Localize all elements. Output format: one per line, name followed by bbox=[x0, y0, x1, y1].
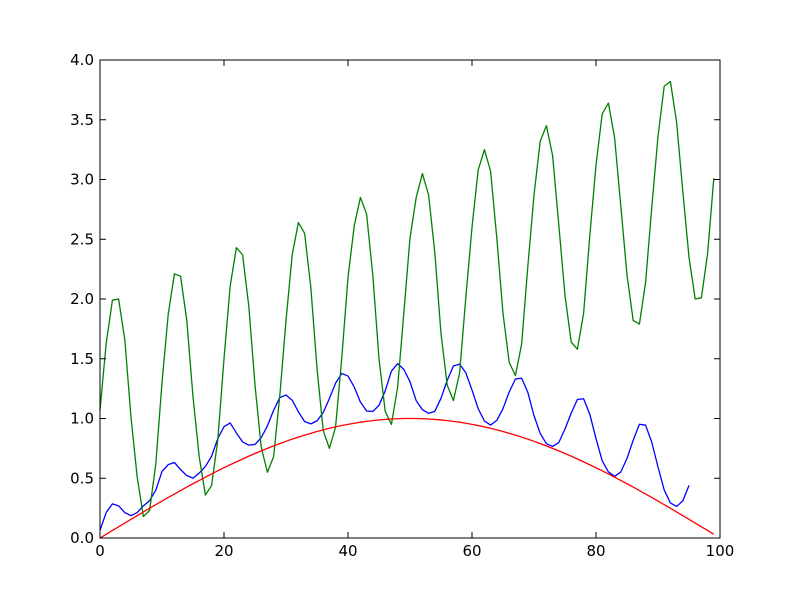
y-tick-label: 2.5 bbox=[70, 230, 94, 248]
y-tick-label: 0.0 bbox=[70, 529, 94, 547]
tick-layer: 0 20 40 60 80 100 0.0 0.5 1.0 1.5 2.0 2.5 3.0 3.5 4.0 bbox=[70, 51, 734, 560]
plot-frame bbox=[99, 59, 721, 539]
y-tick-label: 2.0 bbox=[70, 290, 94, 308]
y-tick-label: 3.5 bbox=[70, 111, 94, 129]
x-tick-label: 60 bbox=[462, 542, 481, 560]
y-tick-label: 3.0 bbox=[70, 171, 94, 189]
series-layer bbox=[99, 80, 715, 539]
x-tick-label: 40 bbox=[338, 542, 357, 560]
x-tick-label: 100 bbox=[706, 542, 735, 560]
series-line-2 bbox=[99, 417, 715, 539]
x-tick-label: 80 bbox=[586, 542, 605, 560]
y-tick-label: 4.0 bbox=[70, 51, 94, 69]
y-tick-label: 0.5 bbox=[70, 469, 94, 487]
x-tick-label: 0 bbox=[95, 542, 105, 560]
x-tick-label: 20 bbox=[214, 542, 233, 560]
series-line-0 bbox=[99, 362, 690, 531]
y-tick-label: 1.0 bbox=[70, 410, 94, 428]
series-line-1 bbox=[99, 80, 715, 518]
y-tick-label: 1.5 bbox=[70, 350, 94, 368]
